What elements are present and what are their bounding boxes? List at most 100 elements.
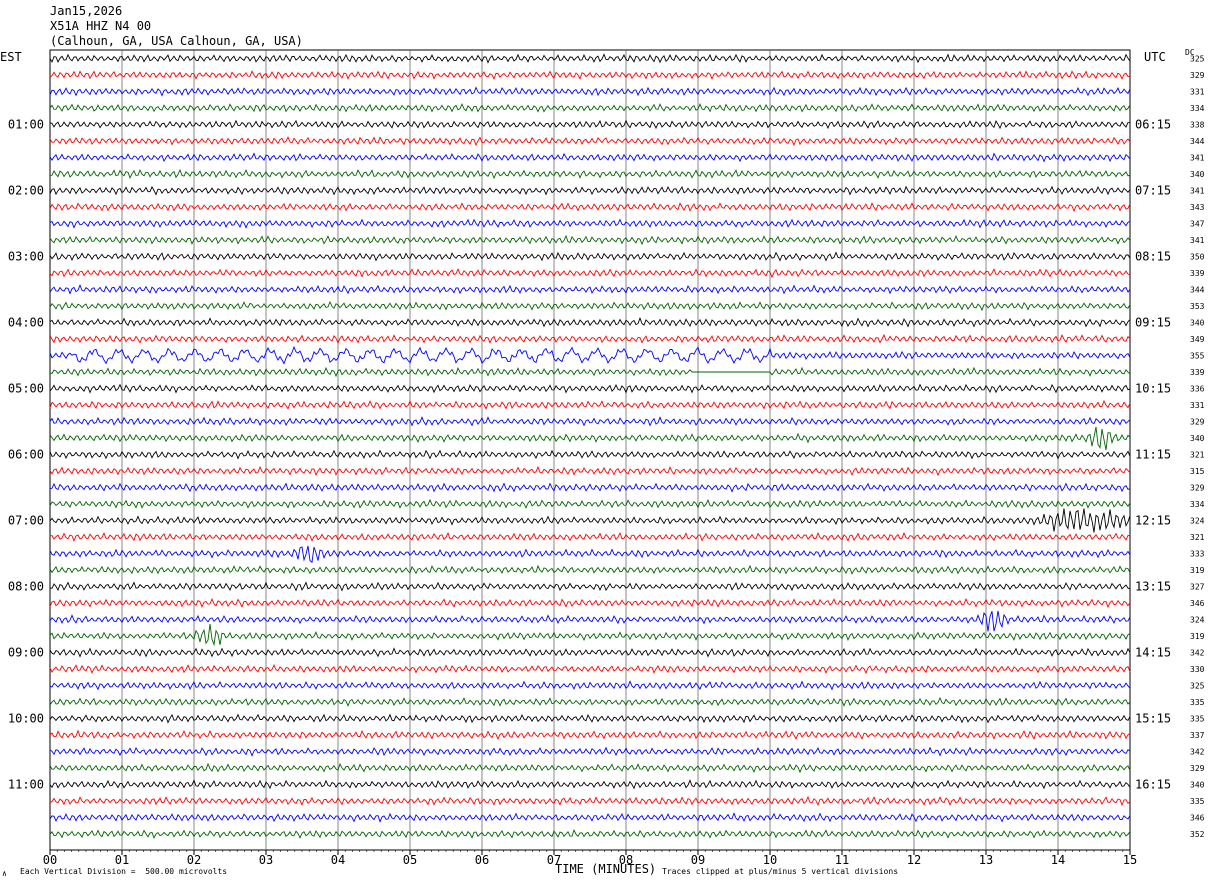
footer-mark: ∧ [2,869,7,878]
dc-offset-value: 329 [1190,484,1205,493]
trace-row [49,545,1131,564]
trace-row [49,812,1131,823]
dc-offset-value: 335 [1190,698,1205,707]
trace-row [49,119,1131,130]
dc-offset-value: 343 [1190,203,1205,212]
right-hour-label: 11:15 [1135,448,1171,462]
x-tick-label: 03 [259,853,273,867]
trace-row [49,283,1131,295]
x-tick-label: 14 [1051,853,1065,867]
right-hour-label: 10:15 [1135,382,1171,396]
dc-offset-value: 346 [1190,814,1205,823]
dc-offset-value: 334 [1190,500,1205,509]
trace-row [49,508,1131,533]
dc-offset-value: 315 [1190,467,1205,476]
dc-offset-value: 340 [1190,170,1205,179]
trace-row [49,185,1131,196]
dc-offset-value: 329 [1190,764,1205,773]
x-tick-label: 15 [1123,853,1137,867]
dc-offset-value: 346 [1190,599,1205,608]
right-hour-label: 16:15 [1135,778,1171,792]
dc-offset-value: 347 [1190,220,1205,229]
dc-offset-value: 339 [1190,269,1205,278]
dc-offset-value: 340 [1190,781,1205,790]
trace-row [49,234,1131,246]
dc-offset-value: 330 [1190,665,1205,674]
right-hour-label: 15:15 [1135,712,1171,726]
x-tick-label: 01 [115,853,129,867]
trace-row [49,597,1131,609]
x-tick-label: 12 [907,853,921,867]
right-hour-label: 09:15 [1135,316,1171,330]
trace-row [49,345,1131,365]
dc-column-label: DC [1185,48,1195,57]
dc-offset-value: 341 [1190,236,1205,245]
trace-row [49,729,1131,741]
trace-row [49,268,1131,279]
x-axis-label: TIME (MINUTES) [555,862,657,876]
trace-row [49,465,1131,477]
trace-row [49,70,1131,81]
trace-row [49,762,1131,774]
trace-row [49,531,1131,542]
x-tick-label: 00 [43,853,57,867]
timezone-left-label: EST [0,50,22,64]
trace-row [49,383,1131,394]
header-location: (Calhoun, GA, USA Calhoun, GA, USA) [50,34,303,48]
right-hour-label: 13:15 [1135,580,1171,594]
trace-row [49,623,1131,647]
dc-offset-value: 321 [1190,533,1205,542]
trace-row [49,366,1131,378]
trace-row [49,251,1131,262]
left-hour-label: 08:00 [8,580,44,594]
dc-offset-value: 341 [1190,154,1205,163]
trace-row [49,316,1131,328]
dc-offset-value: 340 [1190,319,1205,328]
dc-offset-value: 331 [1190,88,1205,97]
x-tick-label: 04 [331,853,345,867]
x-tick-label: 02 [187,853,201,867]
right-hour-label: 06:15 [1135,118,1171,132]
trace-row [49,218,1131,229]
right-hour-label: 14:15 [1135,646,1171,660]
dc-offset-value: 324 [1190,616,1205,625]
trace-row [49,426,1131,451]
trace-row [49,333,1131,345]
trace-row [49,610,1131,632]
left-hour-label: 09:00 [8,646,44,660]
trace-row [49,168,1131,180]
x-tick-label: 05 [403,853,417,867]
dc-offset-value: 337 [1190,731,1205,740]
x-tick-label: 08 [619,853,633,867]
plot-frame [49,49,1131,851]
x-tick-label: 10 [763,853,777,867]
timezone-right-label: UTC [1144,50,1166,64]
trace-row [49,498,1131,509]
dc-offset-value: 335 [1190,797,1205,806]
left-hour-label: 11:00 [8,778,44,792]
dc-offset-value: 325 [1190,682,1205,691]
dc-offset-value: 319 [1190,632,1205,641]
x-tick-label: 07 [547,853,561,867]
dc-offset-value: 327 [1190,583,1205,592]
dc-offset-value: 335 [1190,715,1205,724]
dc-offset-value: 331 [1190,401,1205,410]
right-hour-label: 08:15 [1135,250,1171,264]
x-tick-label: 13 [979,853,993,867]
dc-offset-value: 344 [1190,286,1205,295]
right-hour-label: 07:15 [1135,184,1171,198]
dc-offset-value: 340 [1190,434,1205,443]
left-hour-label: 05:00 [8,382,44,396]
trace-row [49,300,1131,312]
left-hour-label: 10:00 [8,712,44,726]
dc-offset-value: 325 [1190,55,1205,64]
dc-offset-value: 341 [1190,187,1205,196]
x-tick-label: 11 [835,853,849,867]
dc-offset-value: 329 [1190,71,1205,80]
dc-offset-value: 324 [1190,517,1205,526]
dc-offset-value: 329 [1190,418,1205,427]
dc-offset-value: 321 [1190,451,1205,460]
dc-offset-value: 353 [1190,302,1205,311]
dc-offset-value: 355 [1190,352,1205,361]
